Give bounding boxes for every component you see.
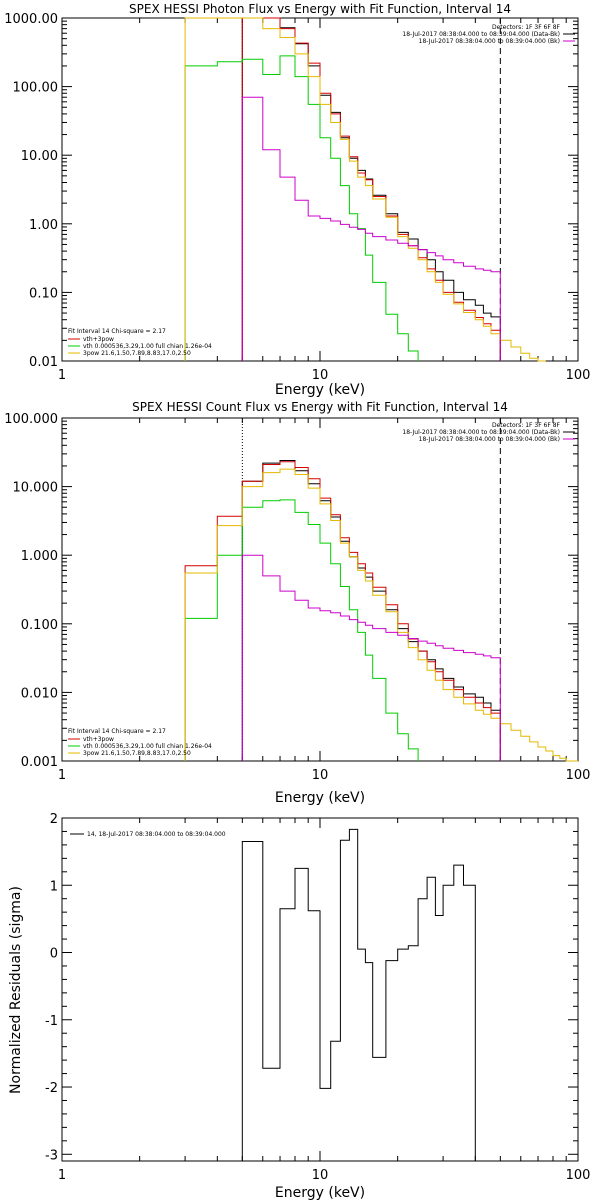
count-flux-ytick-label: 1.000 — [21, 549, 58, 564]
count-flux-legend-fit: Fit Interval 14 Chi-square = 2.17 — [68, 728, 166, 735]
count-flux-legend-3pow: 3pow 21.6,1.50,7.89,8.83,17.0,2.50 — [83, 750, 191, 757]
photon-flux-legend-databk: 18-Jul-2017 08:38:04.000 to 08:39:04.000… — [402, 31, 560, 38]
series-vth — [184, 499, 419, 761]
count-flux-ytick-label: 10.000 — [13, 481, 59, 496]
count-flux-xlabel: Energy (keV) — [275, 790, 365, 806]
photon-flux-legend-detectors: Detectors: 1F 3F 6F 8F — [492, 24, 561, 31]
photon-flux-legend-total: vth+3pow — [83, 336, 114, 343]
photon-flux-ytick-label: 100.00 — [13, 81, 59, 96]
photon-flux-title: SPEX HESSI Photon Flux vs Energy with Fi… — [129, 2, 511, 16]
series-vth — [184, 55, 419, 361]
count-flux-title: SPEX HESSI Count Flux vs Energy with Fit… — [132, 400, 508, 414]
residuals-ytick-label: 2 — [50, 812, 58, 827]
photon-flux-series — [184, 17, 546, 362]
count-flux-ytick-label: 0.100 — [21, 618, 58, 633]
residuals-legend: 14, 18-Jul-2017 08:38:04.000 to 08:39:04… — [87, 831, 226, 838]
residuals-ytick-label: -2 — [45, 1081, 58, 1096]
count-flux-axes — [61, 418, 578, 762]
photon-flux-legend-vth: vth 0.000536,3.29,1.00 full chian 1.26e-… — [83, 343, 212, 350]
series-residuals — [241, 828, 476, 1161]
residuals-xlabel: Energy (keV) — [275, 1185, 365, 1200]
residuals-panel: 1 10 100 -3 -2 -1 0 1 2 Energy (keV) Nor… — [8, 812, 590, 1200]
photon-flux-ytick-label: 10.00 — [21, 149, 58, 164]
count-flux-legend-detectors: Detectors: 1F 3F 6F 8F — [492, 422, 561, 429]
photon-flux-xlabel: Energy (keV) — [275, 382, 365, 398]
count-flux-ytick-label: 0.010 — [21, 686, 58, 701]
count-flux-xtick-label: 100 — [566, 768, 591, 783]
count-flux-series — [184, 460, 578, 762]
residuals-ytick-label: -1 — [45, 1014, 58, 1029]
count-flux-legend-databk: 18-Jul-2017 08:38:04.000 to 08:39:04.000… — [402, 429, 560, 436]
series-3pow — [184, 468, 578, 762]
photon-flux-panel: SPEX HESSI Photon Flux vs Energy with Fi… — [4, 2, 590, 398]
count-flux-legend-bk: 18-Jul-2017 08:38:04.000 to 08:39:04.000… — [419, 436, 560, 443]
series-vth-3pow — [184, 461, 501, 761]
photon-flux-axes — [61, 18, 578, 362]
photon-flux-ytick-label: 1.00 — [29, 218, 58, 233]
series-bk — [241, 554, 501, 761]
count-flux-panel: SPEX HESSI Count Flux vs Energy with Fit… — [4, 400, 590, 806]
photon-flux-xtick-label: 1 — [58, 368, 66, 383]
count-flux-legend-total: vth+3pow — [83, 736, 114, 743]
count-flux-ytick-label: 100.000 — [4, 412, 58, 427]
photon-flux-legend-3pow: 3pow 21.6,1.50,7.89,8.83,17.0,2.50 — [83, 350, 191, 357]
residuals-ylabel: Normalized Residuals (sigma) — [8, 886, 24, 1094]
residuals-series — [241, 828, 476, 1161]
residuals-xtick-label: 1 — [58, 1168, 66, 1183]
series-bk — [241, 96, 501, 361]
photon-flux-ytick-label: 0.10 — [29, 286, 58, 301]
photon-flux-legend-bk: 18-Jul-2017 08:38:04.000 to 08:39:04.000… — [419, 38, 560, 45]
residuals-ytick-label: -3 — [45, 1148, 58, 1163]
photon-flux-ytick-label: 0.01 — [29, 355, 58, 370]
residuals-xtick-label: 10 — [312, 1168, 329, 1183]
residuals-ytick-label: 1 — [50, 879, 58, 894]
photon-flux-xtick-label: 10 — [312, 368, 329, 383]
count-flux-xtick-label: 10 — [312, 768, 329, 783]
count-flux-legend-vth: vth 0.000536,3.29,1.00 full chian 1.26e-… — [83, 743, 212, 750]
residuals-ytick-label: 0 — [50, 947, 58, 962]
photon-flux-ytick-label: 1000.00 — [4, 12, 58, 27]
residuals-axes — [61, 818, 578, 1161]
count-flux-xtick-label: 1 — [58, 768, 66, 783]
photon-flux-legend-fit: Fit Interval 14 Chi-square = 2.17 — [68, 328, 166, 335]
photon-flux-xtick-label: 100 — [566, 368, 591, 383]
residuals-xtick-label: 100 — [566, 1168, 591, 1183]
count-flux-ytick-label: 0.001 — [21, 755, 58, 770]
